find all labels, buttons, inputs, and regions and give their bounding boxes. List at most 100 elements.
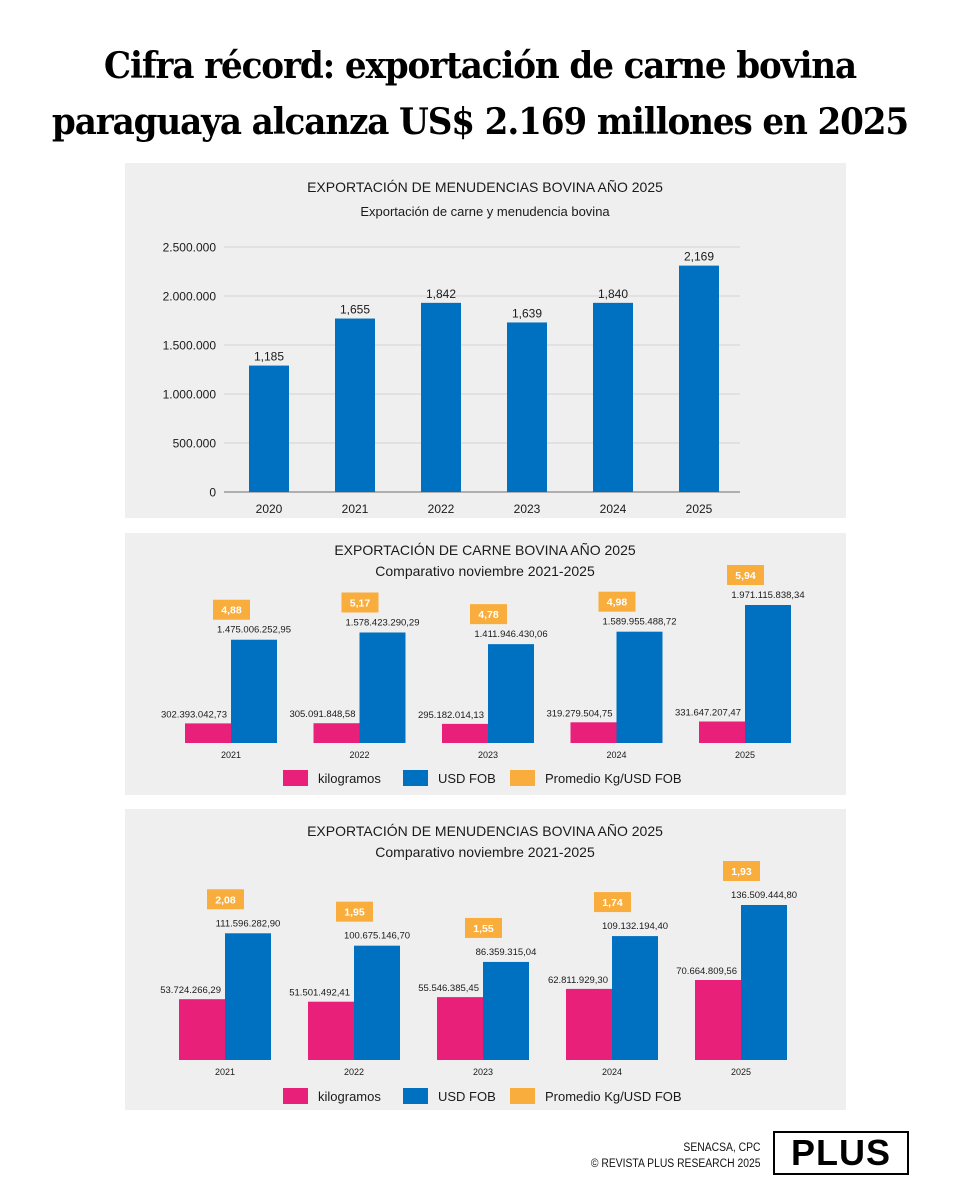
- chart-panel-beef-exports: EXPORTACIÓN DE CARNE BOVINA AÑO 2025 Comp…: [125, 533, 846, 795]
- chart-subtitle: Exportación de carne y menudencia bovina: [360, 204, 610, 219]
- legend-swatch-kilogramos: [283, 770, 308, 786]
- badge-promedio-value-2022: 1,95: [344, 907, 365, 919]
- legend-label-usd-fob: USD FOB: [438, 771, 496, 786]
- x-tick-label-2025: 2025: [731, 1067, 751, 1077]
- bar-kilogramos-2022: [308, 1001, 354, 1060]
- bar-2025: [679, 265, 719, 492]
- x-tick-label-2024: 2024: [600, 502, 627, 516]
- y-tick-label: 2.000.000: [163, 290, 217, 304]
- y-tick-label: 1.500.000: [163, 339, 217, 353]
- label-usd-fob-2024: 1.589.955.488,72: [603, 617, 677, 628]
- label-kilogramos-2025: 331.647.207,47: [675, 708, 741, 719]
- bar-2020: [249, 365, 289, 492]
- y-tick-label: 500.000: [173, 437, 217, 451]
- y-tick-label: 1.000.000: [163, 388, 217, 402]
- label-kilogramos-2021: 302.393.042,73: [161, 709, 227, 720]
- badge-promedio-value-2023: 4,78: [478, 609, 499, 621]
- x-tick-label-2024: 2024: [606, 750, 626, 760]
- source-line: SENACSA, CPC: [682, 1142, 760, 1154]
- legend-swatch-kilogramos: [283, 1088, 308, 1104]
- label-usd-fob-2022: 100.675.146,70: [344, 931, 410, 942]
- badge-promedio-value-2023: 1,55: [473, 923, 494, 935]
- badge-promedio-value-2022: 5,17: [350, 597, 371, 609]
- bar-usd-fob-2023: [488, 644, 534, 743]
- label-kilogramos-2022: 51.501.492,41: [289, 988, 350, 999]
- annual-exports-chart: EXPORTACIÓN DE MENUDENCIAS BOVINA AÑO 20…: [163, 179, 740, 516]
- bar-usd-fob-2025: [741, 905, 787, 1060]
- headline: Cifra récord: exportación de carne bovin…: [24, 38, 936, 150]
- beef-exports-chart: EXPORTACIÓN DE CARNE BOVINA AÑO 2025 Comp…: [161, 542, 805, 786]
- badge-promedio-value-2024: 4,98: [607, 597, 628, 609]
- bar-kilogramos-2024: [570, 722, 617, 743]
- badge-promedio-2025: [727, 565, 764, 585]
- bar-usd-fob-2025: [745, 605, 791, 743]
- chart-panel-offal-exports: EXPORTACIÓN DE MENUDENCIAS BOVINA AÑO 20…: [125, 809, 846, 1110]
- badge-promedio-2024: [594, 892, 631, 913]
- legend-label-usd-fob: USD FOB: [438, 1089, 496, 1104]
- badge-promedio-2024: [598, 591, 636, 612]
- copyright-line: © REVISTA PLUS RESEARCH 2025: [590, 1158, 760, 1170]
- label-kilogramos-2022: 305.091.848,58: [289, 709, 355, 720]
- bar-kilogramos-2022: [313, 723, 360, 743]
- chart-subtitle: Comparativo noviembre 2021-2025: [375, 563, 595, 579]
- data-label-2023: 1,639: [512, 306, 542, 320]
- data-label-2020: 1,185: [254, 350, 284, 364]
- badge-promedio-value-2021: 4,88: [221, 605, 242, 617]
- label-kilogramos-2024: 319.279.504,75: [546, 708, 612, 719]
- bar-kilogramos-2025: [699, 721, 745, 743]
- label-usd-fob-2022: 1.578.423.290,29: [346, 617, 420, 628]
- bar-usd-fob-2021: [231, 639, 277, 743]
- x-tick-label-2023: 2023: [478, 750, 498, 760]
- bar-kilogramos-2025: [695, 980, 741, 1060]
- chart-subtitle: Comparativo noviembre 2021-2025: [375, 844, 595, 860]
- label-kilogramos-2025: 70.664.809,56: [676, 966, 737, 977]
- x-tick-label-2021: 2021: [215, 1067, 235, 1077]
- label-kilogramos-2023: 55.546.385,45: [418, 983, 479, 994]
- headline-line-2: paraguaya alcanza US$ 2.169 millones en …: [51, 101, 909, 143]
- bar-usd-fob-2021: [225, 933, 271, 1060]
- bar-2022: [421, 302, 461, 492]
- y-tick-label: 0: [209, 486, 216, 500]
- label-kilogramos-2024: 62.811.929,30: [548, 975, 608, 986]
- plus-logo: PLUS: [773, 1131, 909, 1175]
- label-usd-fob-2023: 1.411.946.430,06: [474, 629, 547, 640]
- bar-2021: [335, 318, 375, 492]
- label-usd-fob-2021: 111.596.282,90: [216, 918, 281, 929]
- badge-promedio-value-2021: 2,08: [215, 894, 236, 906]
- x-tick-label-2020: 2020: [256, 502, 283, 516]
- badge-promedio-2022: [336, 901, 373, 922]
- chart-panel-annual-exports: EXPORTACIÓN DE MENUDENCIAS BOVINA AÑO 20…: [125, 163, 846, 518]
- headline-line-1: Cifra récord: exportación de carne bovin…: [103, 45, 857, 87]
- label-kilogramos-2023: 295.182.014,13: [418, 710, 484, 721]
- legend-label-kilogramos: kilogramos: [318, 771, 381, 786]
- label-usd-fob-2021: 1.475.006.252,95: [217, 625, 291, 636]
- bar-2024: [593, 302, 633, 492]
- bar-kilogramos-2021: [185, 723, 231, 743]
- bar-usd-fob-2024: [616, 631, 663, 743]
- x-tick-label-2022: 2022: [428, 502, 455, 516]
- source-credit: SENACSA, CPC © REVISTA PLUS RESEARCH 202…: [590, 1140, 760, 1172]
- badge-promedio-2021: [213, 599, 250, 620]
- x-tick-label-2022: 2022: [344, 1067, 364, 1077]
- chart-title: EXPORTACIÓN DE CARNE BOVINA AÑO 2025: [334, 542, 636, 558]
- badge-promedio-2021: [207, 889, 244, 910]
- label-usd-fob-2023: 86.359.315,04: [476, 947, 537, 958]
- legend-swatch-promedio: [510, 770, 535, 786]
- badge-promedio-2022: [341, 592, 379, 613]
- x-tick-label-2024: 2024: [602, 1067, 622, 1077]
- chart-title: EXPORTACIÓN DE MENUDENCIAS BOVINA AÑO 20…: [307, 823, 663, 839]
- badge-promedio-2023: [465, 917, 502, 938]
- bar-2023: [507, 322, 547, 492]
- bar-kilogramos-2023: [442, 723, 488, 743]
- data-label-2024: 1,840: [598, 287, 628, 301]
- badge-promedio-2023: [470, 604, 507, 625]
- y-tick-label: 2.500.000: [163, 241, 217, 255]
- x-tick-label-2023: 2023: [473, 1067, 493, 1077]
- legend-label-promedio: Promedio Kg/USD FOB: [545, 1089, 682, 1104]
- offal-exports-chart: EXPORTACIÓN DE MENUDENCIAS BOVINA AÑO 20…: [160, 823, 797, 1104]
- x-tick-label-2022: 2022: [349, 750, 369, 760]
- x-tick-label-2025: 2025: [686, 502, 713, 516]
- label-kilogramos-2021: 53.724.266,29: [160, 985, 221, 996]
- bar-kilogramos-2021: [179, 999, 225, 1060]
- legend-label-kilogramos: kilogramos: [318, 1089, 381, 1104]
